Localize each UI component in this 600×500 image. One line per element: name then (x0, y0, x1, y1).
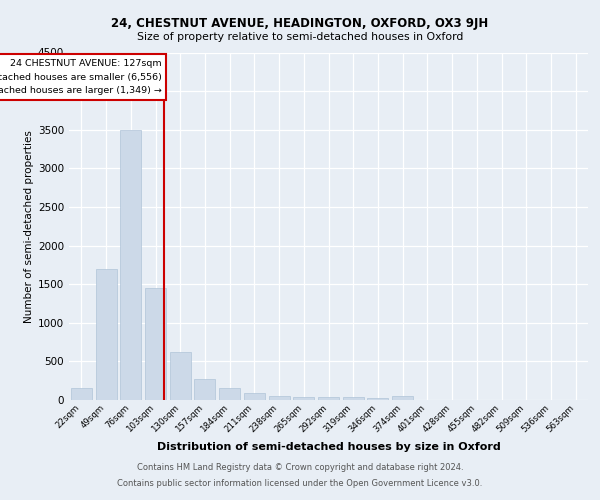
Y-axis label: Number of semi-detached properties: Number of semi-detached properties (24, 130, 34, 322)
X-axis label: Distribution of semi-detached houses by size in Oxford: Distribution of semi-detached houses by … (157, 442, 500, 452)
Text: Size of property relative to semi-detached houses in Oxford: Size of property relative to semi-detach… (137, 32, 463, 42)
Bar (71, 388, 92, 400)
Bar (170, 352, 191, 400)
Bar (219, 388, 240, 400)
Bar (244, 394, 265, 400)
Bar (269, 396, 290, 400)
Bar (343, 398, 364, 400)
Text: Contains HM Land Registry data © Crown copyright and database right 2024.: Contains HM Land Registry data © Crown c… (137, 464, 463, 472)
Bar (145, 288, 166, 400)
Text: Contains public sector information licensed under the Open Government Licence v3: Contains public sector information licen… (118, 478, 482, 488)
Bar (194, 379, 215, 400)
Bar (318, 397, 339, 400)
Text: 24 CHESTNUT AVENUE: 127sqm
← 83% of semi-detached houses are smaller (6,556)
 17: 24 CHESTNUT AVENUE: 127sqm ← 83% of semi… (0, 58, 161, 96)
Bar (120, 130, 141, 400)
Bar (367, 398, 388, 400)
Bar (392, 396, 413, 400)
Bar (95, 268, 116, 400)
Text: 24, CHESTNUT AVENUE, HEADINGTON, OXFORD, OX3 9JH: 24, CHESTNUT AVENUE, HEADINGTON, OXFORD,… (112, 18, 488, 30)
Bar (293, 396, 314, 400)
